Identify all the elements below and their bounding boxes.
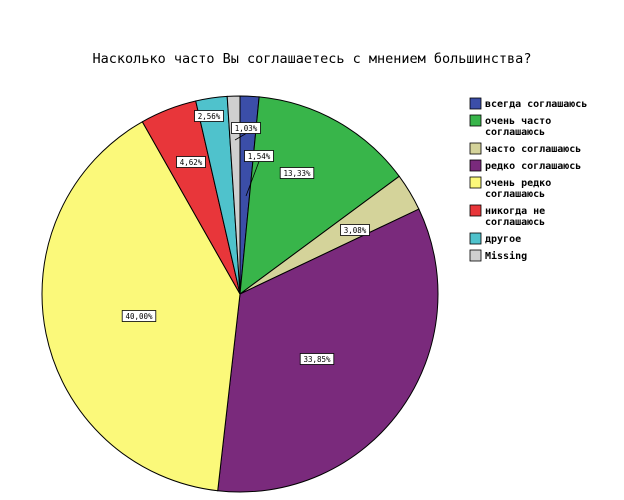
slice-label: 3,08%	[344, 226, 367, 235]
slice-label-box	[340, 224, 370, 236]
legend-swatch	[469, 176, 482, 189]
label-leader-line	[234, 133, 247, 141]
slice-label-box	[194, 110, 224, 122]
legend-label: никогда не	[485, 206, 545, 217]
legend-label: другое	[485, 234, 521, 245]
slice-label: 4,62%	[180, 158, 203, 167]
legend-label: очень редко	[485, 178, 551, 189]
slice-label: 40,00%	[125, 312, 153, 321]
slice-label-box	[244, 150, 274, 162]
label-leader-line	[245, 161, 260, 197]
pie-slice	[41, 121, 241, 492]
legend-label: соглашаюсь	[485, 127, 545, 138]
slice-label: 2,56%	[198, 112, 221, 121]
legend-label: редко соглашаюсь	[485, 161, 581, 172]
chart-title: Насколько часто Вы соглашаетесь с мнение…	[93, 51, 532, 67]
legend-swatch	[469, 204, 482, 217]
pie-slice	[217, 208, 439, 493]
legend-label: Missing	[485, 250, 527, 262]
legend-swatch	[469, 142, 482, 155]
legend-swatch	[469, 97, 482, 110]
legend-label: соглашаюсь	[485, 189, 545, 200]
pie-slice	[239, 96, 400, 296]
legend-label: часто соглашаюсь	[485, 144, 581, 155]
pie-slice	[226, 95, 241, 295]
legend-swatch	[469, 159, 482, 172]
slice-label-box	[176, 156, 206, 168]
slice-label: 13,33%	[283, 169, 311, 178]
pie-labels: 1,54% 13,33% 3,08% 33,85% 40,00% 4,62% 2,56% 1,…	[121, 110, 370, 365]
legend-swatch	[469, 249, 482, 262]
legend-swatch	[469, 114, 482, 127]
slice-label: 1,03%	[235, 124, 258, 133]
legend-label: соглашаюсь	[485, 217, 545, 228]
slice-label: 33,85%	[303, 355, 331, 364]
slice-label-box	[299, 353, 335, 365]
pie-slices	[41, 95, 439, 493]
slice-label: 1,54%	[248, 152, 271, 161]
slice-label-box	[279, 167, 315, 179]
legend-swatch	[469, 232, 482, 245]
legend-label: очень часто	[485, 116, 551, 127]
legend-label: всегда соглашаюсь	[485, 99, 587, 110]
slice-label-box	[121, 310, 157, 322]
slice-label-box	[231, 122, 261, 134]
